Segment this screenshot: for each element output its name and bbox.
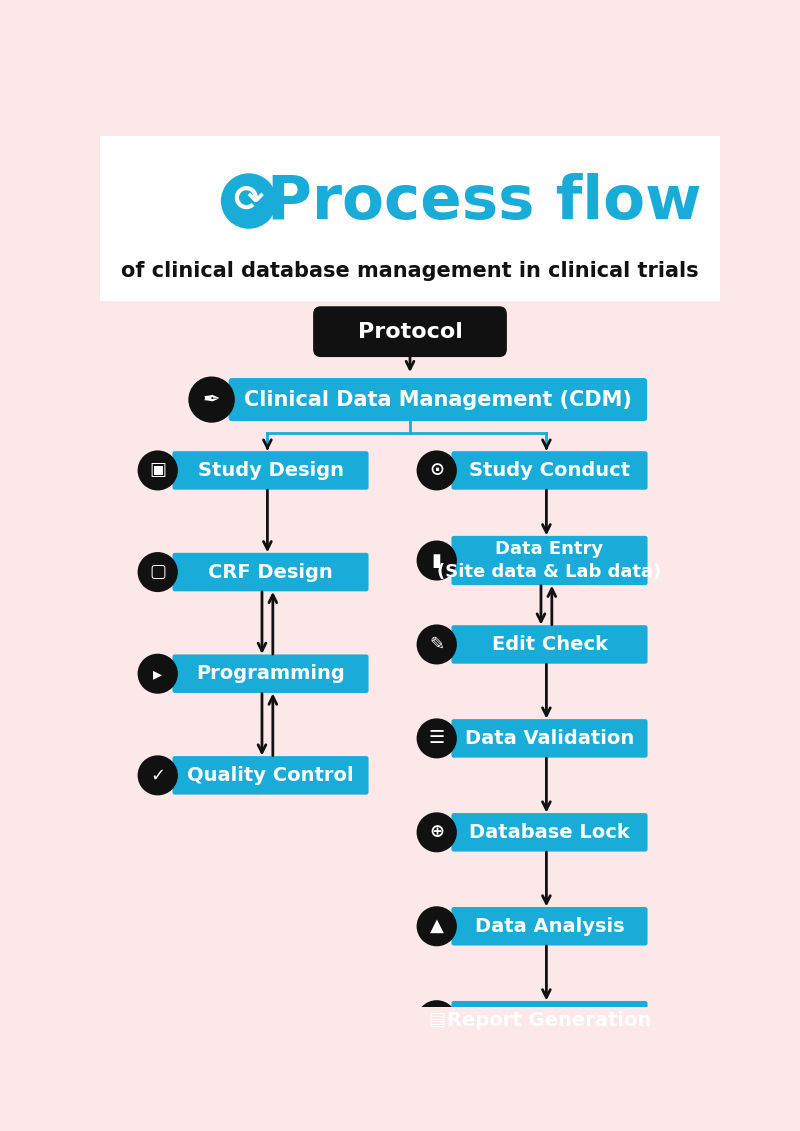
Text: Study Design: Study Design [198, 461, 343, 480]
Text: Clinical Data Management (CDM): Clinical Data Management (CDM) [244, 389, 632, 409]
Text: Process flow: Process flow [267, 173, 702, 232]
Text: ▢: ▢ [150, 563, 166, 581]
FancyBboxPatch shape [451, 625, 647, 664]
Text: ⊕: ⊕ [429, 823, 444, 841]
Text: Study Conduct: Study Conduct [469, 461, 630, 480]
FancyBboxPatch shape [451, 719, 647, 758]
Circle shape [417, 541, 457, 580]
Circle shape [221, 173, 277, 228]
Text: ▲: ▲ [430, 917, 444, 935]
FancyBboxPatch shape [451, 451, 647, 490]
Circle shape [138, 552, 178, 593]
Text: Protocol: Protocol [358, 321, 462, 342]
Text: ▤: ▤ [428, 1011, 446, 1029]
Circle shape [417, 718, 457, 759]
Circle shape [417, 1000, 457, 1041]
FancyBboxPatch shape [173, 451, 369, 490]
Text: ⊙: ⊙ [429, 461, 444, 480]
Text: Edit Check: Edit Check [491, 634, 607, 654]
Text: ⟳: ⟳ [234, 184, 264, 218]
Text: ▣: ▣ [150, 461, 166, 480]
Text: Data Analysis: Data Analysis [474, 917, 624, 935]
Circle shape [138, 450, 178, 491]
FancyBboxPatch shape [229, 378, 647, 421]
Text: ▸: ▸ [154, 665, 162, 683]
FancyBboxPatch shape [451, 536, 647, 585]
Text: ✒: ✒ [203, 389, 220, 409]
FancyBboxPatch shape [451, 1001, 647, 1039]
Text: ☰: ☰ [429, 729, 445, 748]
FancyBboxPatch shape [100, 136, 720, 301]
FancyBboxPatch shape [451, 813, 647, 852]
FancyBboxPatch shape [173, 553, 369, 592]
Text: Data Entry
(Site data & Lab data): Data Entry (Site data & Lab data) [438, 541, 662, 580]
Text: of clinical database management in clinical trials: of clinical database management in clini… [121, 261, 699, 280]
Circle shape [417, 906, 457, 947]
Text: CRF Design: CRF Design [208, 562, 333, 581]
FancyBboxPatch shape [451, 907, 647, 946]
Text: ✎: ✎ [429, 636, 444, 654]
FancyBboxPatch shape [173, 655, 369, 693]
Text: Quality Control: Quality Control [187, 766, 354, 785]
Text: ▮: ▮ [432, 552, 442, 570]
FancyBboxPatch shape [173, 757, 369, 795]
Text: ✓: ✓ [150, 767, 166, 785]
Circle shape [417, 812, 457, 853]
FancyBboxPatch shape [313, 307, 507, 357]
Circle shape [188, 377, 235, 423]
Circle shape [138, 654, 178, 693]
Circle shape [138, 756, 178, 795]
Text: Report Generation: Report Generation [447, 1011, 652, 1029]
Text: Programming: Programming [196, 664, 345, 683]
Circle shape [417, 450, 457, 491]
Circle shape [417, 624, 457, 665]
Text: Data Validation: Data Validation [465, 728, 634, 748]
Text: Database Lock: Database Lock [469, 823, 630, 841]
